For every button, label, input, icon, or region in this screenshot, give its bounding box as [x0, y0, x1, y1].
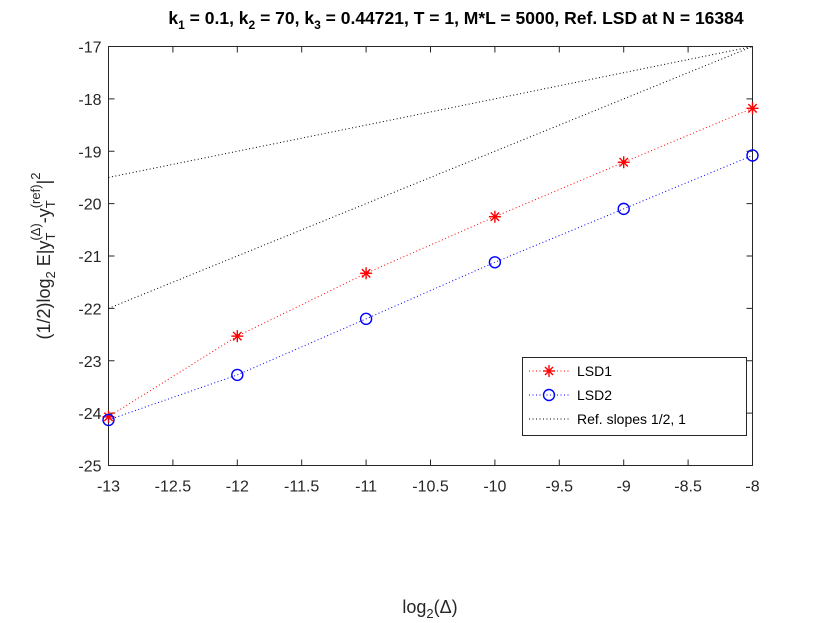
- legend-label-lsd2: LSD2: [577, 387, 612, 403]
- data-point-lsd2: [617, 202, 630, 216]
- series-line-lsd1: [108, 107, 753, 418]
- data-point-lsd1: [746, 102, 759, 115]
- x-tick-label: -10: [483, 479, 506, 496]
- legend-label-lsd1: LSD1: [577, 363, 612, 379]
- y-tick-label: -20: [78, 197, 101, 214]
- x-tick-label: -11: [355, 479, 377, 496]
- legend: LSD1 LSD2 Ref. slopes 1/2, 1: [522, 357, 747, 436]
- y-tick-label: -23: [78, 354, 101, 371]
- legend-marker-lsd2: [542, 388, 556, 402]
- series-group: [102, 46, 759, 427]
- data-point-lsd1: [360, 267, 373, 280]
- x-tick-label: -12: [226, 479, 249, 496]
- legend-box: [522, 357, 747, 436]
- series-line-lsd2: [108, 154, 753, 421]
- x-tick-label: -10.5: [412, 479, 449, 496]
- legend-label-ref: Ref. slopes 1/2, 1: [577, 411, 686, 427]
- data-point-lsd1: [617, 156, 630, 169]
- data-point-lsd2: [488, 256, 502, 269]
- x-tick-label: -13: [97, 479, 120, 496]
- data-point-lsd2: [746, 149, 759, 162]
- data-point-lsd2: [231, 368, 244, 382]
- data-point-lsd1: [231, 330, 244, 343]
- y-tick-label: -17: [78, 40, 101, 57]
- x-axis-label: log2(Δ): [402, 597, 457, 621]
- series-line-ref-slopes-1-2-1-1: [108, 46, 753, 309]
- y-tick-label: -21: [78, 249, 101, 266]
- chart-title: k1 = 0.1, k2 = 70, k3 = 0.44721, T = 1, …: [168, 8, 744, 32]
- x-tick-label: -9: [617, 479, 631, 496]
- data-point-lsd1: [488, 210, 501, 223]
- y-tick-label: -24: [78, 406, 101, 423]
- axis-ticks: -13 -12.5 -12 -11.5 -11 -10.5 -10 -9.5 -9 -8.5 -8 -…: [78, 40, 759, 496]
- x-tick-label: -9.5: [546, 479, 574, 496]
- y-tick-label: -22: [78, 301, 101, 318]
- y-tick-label: -25: [78, 459, 101, 476]
- y-axis-label: (1/2)log2 E|yT(Δ)-yT(ref)|2: [28, 173, 58, 340]
- x-tick-label: -8: [745, 479, 759, 496]
- x-tick-label: -12.5: [155, 479, 192, 496]
- data-point-lsd2: [102, 413, 115, 427]
- y-tick-label: -19: [78, 144, 101, 161]
- y-tick-label: -18: [78, 92, 101, 109]
- legend-marker-lsd1: [543, 365, 555, 377]
- x-tick-label: -8.5: [674, 479, 702, 496]
- x-tick-label: -11.5: [284, 479, 319, 496]
- data-point-lsd2: [359, 312, 373, 326]
